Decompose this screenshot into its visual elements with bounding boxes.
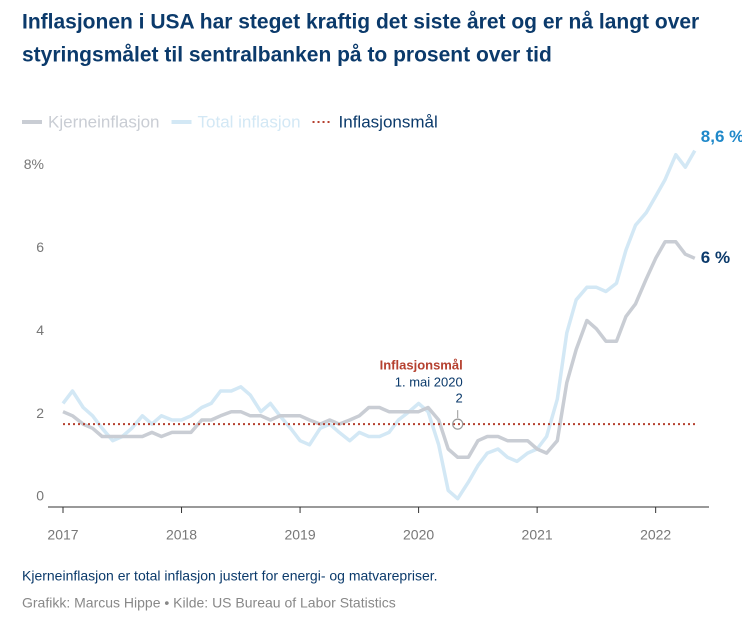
note: Kjerneinflasjon er total inflasjon juste…	[22, 568, 438, 584]
annotation-date: 1. mai 2020	[395, 374, 463, 389]
y-tick-label: 6	[36, 239, 44, 255]
annotation-marker	[452, 418, 464, 430]
chart-title: styringsmålet til sentralbanken på to pr…	[22, 44, 552, 67]
x-tick-label: 2021	[522, 527, 553, 543]
x-tick-label: 2022	[640, 527, 671, 543]
x-tick-label: 2018	[166, 527, 197, 543]
x-tick-label: 2019	[284, 527, 315, 543]
y-tick-label: 2	[36, 405, 44, 421]
legend-label: Kjerneinflasjon	[48, 112, 160, 131]
x-tick-label: 2017	[47, 527, 78, 543]
legend-label: Inflasjonsmål	[339, 112, 438, 131]
y-tick-label: 0	[36, 488, 44, 504]
end-label: 8,6 %	[701, 127, 742, 146]
y-tick-label: 8%	[24, 156, 44, 172]
end-label: 6 %	[701, 248, 730, 267]
chart-title: Inflasjonen i USA har steget kraftig det…	[22, 11, 699, 34]
source: Grafikk: Marcus Hippe • Kilde: US Bureau…	[22, 595, 396, 611]
legend-label: Total inflasjon	[198, 112, 301, 131]
y-tick-label: 4	[36, 322, 44, 338]
x-tick-label: 2020	[403, 527, 434, 543]
annotation-value: 2	[455, 390, 462, 405]
series-line	[62, 240, 696, 460]
series-line	[61, 149, 697, 501]
annotation-title: Inflasjonsmål	[380, 357, 463, 372]
